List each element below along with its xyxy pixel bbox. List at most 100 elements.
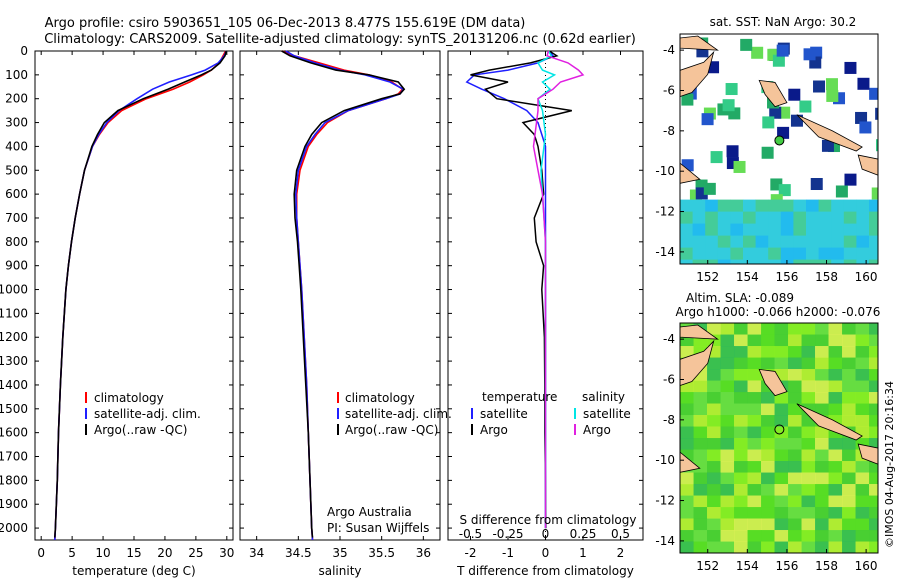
sla-cell [693, 392, 708, 404]
sst_map-new-britain [680, 50, 715, 97]
sst-band-cell [755, 223, 769, 237]
sst_map-xtick-label: 156 [775, 270, 798, 284]
sla-cell [734, 369, 748, 381]
sla-cell [680, 346, 694, 358]
sla-cell [693, 461, 708, 473]
temperature-legend-label: Argo(..raw -QC) [94, 423, 187, 437]
salinity-legend-label: satellite-adj. clim. [345, 407, 452, 421]
sst-band-cell [780, 223, 794, 237]
sst-cell [772, 54, 785, 67]
sst-band-cell [793, 211, 807, 225]
sla-cell [815, 530, 829, 542]
sst-band-cell [831, 199, 845, 213]
sla-cell [720, 541, 735, 553]
sst-cell [857, 77, 870, 90]
sla-cell [693, 403, 708, 416]
sla-cell [761, 461, 775, 473]
sla-cell [761, 553, 775, 565]
salinity-frame [239, 50, 441, 541]
sla-cell [734, 495, 748, 508]
sla_map-frame [679, 322, 879, 554]
plots-layer: 0100200300400500600700800900100011001200… [0, 15, 881, 578]
sst-band-cell [793, 235, 807, 249]
sla-cell [802, 565, 816, 577]
sla-cell [869, 415, 878, 427]
sla-cell [788, 392, 802, 404]
sst-band-cell [768, 247, 782, 261]
sst-band-cell [818, 211, 832, 225]
sla-cell [693, 449, 708, 462]
sla-cell [788, 518, 802, 531]
sla-cell [855, 507, 870, 519]
difference-xtick-label: -2 [465, 546, 477, 560]
difference-xlabel: T difference from climatology [456, 564, 634, 578]
sla-cell [761, 403, 775, 416]
sst_map-new-ireland [680, 35, 719, 51]
sla-cell [869, 541, 878, 553]
sla_map-bougainville [758, 368, 788, 397]
sla-cell [788, 541, 802, 553]
sla-cell [693, 530, 708, 542]
sla-cell [707, 518, 721, 531]
sla-cell [747, 334, 762, 347]
temperature-xtick-label: 25 [188, 546, 203, 560]
sla-cell [747, 495, 762, 508]
sla-cell [707, 415, 721, 427]
sla-cell [761, 334, 775, 347]
map-sla_map: 152 154 156 158 160 -4 -6 -8 -10 -12 -14 Altim. SLA… [655, 291, 881, 577]
sla-cell [855, 334, 870, 347]
salinity-xtick-label: 35 [332, 546, 347, 560]
sst-band-cell [806, 223, 819, 237]
difference-xtick-label: 2 [617, 546, 625, 560]
sst-band-cell [869, 223, 878, 237]
salinity-legend-label: Argo(..raw -QC) [345, 423, 438, 437]
depth-tick-label: 1100 [0, 306, 28, 320]
sla-cell [734, 392, 748, 404]
sla-cell [707, 530, 721, 542]
sla-cell [747, 530, 762, 542]
sla_map-xtick-label: 160 [855, 559, 878, 573]
sla-cell [761, 472, 775, 485]
depth-tick-label: 1200 [0, 330, 28, 344]
sla-cell [747, 518, 762, 531]
sla-cell [842, 403, 856, 416]
sla-cell [842, 507, 856, 519]
sla-cell [815, 518, 829, 531]
sla-map-title-2: Argo h1000: -0.066 h2000: -0.076 [676, 305, 881, 319]
sla-cell [774, 426, 789, 439]
sla-cell [855, 357, 870, 370]
sla-cell [788, 369, 802, 381]
sla-cell [720, 495, 735, 508]
sst-band-cell [768, 199, 782, 213]
sla-cell [720, 461, 735, 473]
sla-cell [720, 403, 735, 416]
sla-cell [707, 426, 721, 439]
sla-cell [842, 461, 856, 473]
depth-tick-label: 1400 [0, 378, 28, 392]
sla-cell [842, 541, 856, 553]
sst-band-cell [680, 223, 693, 237]
sst-band-cell [806, 259, 819, 264]
sla-cell [855, 369, 870, 381]
sla-cell [842, 495, 856, 508]
sst-band-cell [705, 247, 719, 261]
sla_map-png-tip [680, 451, 701, 473]
sla-cell [747, 541, 762, 553]
sla-cell [720, 438, 735, 450]
sla-cell [720, 323, 735, 335]
sla-cell [774, 472, 789, 485]
temperature-xlabel: temperature (deg C) [72, 564, 195, 578]
sla-cell [788, 461, 802, 473]
sst-cell [778, 184, 791, 197]
depth-tick-label: 1700 [0, 450, 28, 464]
sst_map-ytick-label: -4 [663, 43, 675, 57]
temperature-xtick-label: 5 [68, 546, 76, 560]
sst-band-cell [730, 247, 744, 261]
sla-cell [869, 357, 878, 370]
sla-cell [761, 392, 775, 404]
depth-tick-label: 1000 [0, 283, 28, 297]
salinity-series-2 [281, 50, 406, 538]
title-line-2: Climatology: CARS2009. Satellite-adjuste… [44, 32, 636, 47]
sla_map-ytick-label: -6 [663, 372, 675, 386]
sla-cell [855, 461, 870, 473]
